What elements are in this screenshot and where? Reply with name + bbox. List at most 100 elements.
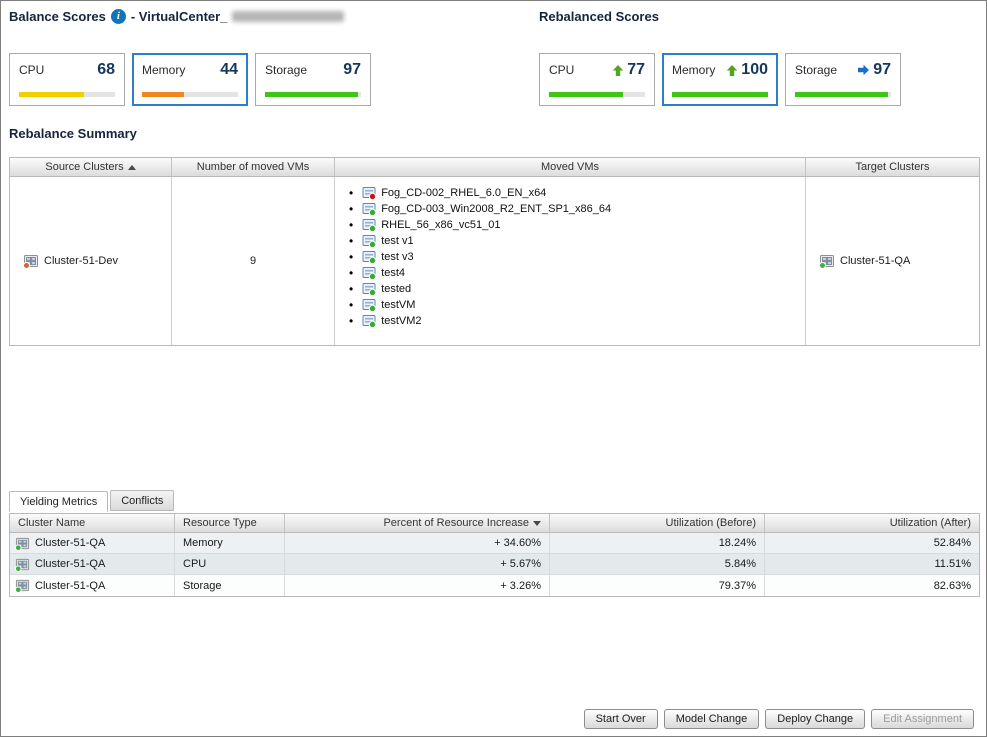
- card-value: 97: [343, 61, 361, 78]
- cluster-icon: [15, 558, 30, 572]
- score-bar-fill: [795, 92, 889, 97]
- score-bar-fill: [265, 92, 359, 97]
- card-value: 97: [873, 61, 891, 78]
- balance-card-memory[interactable]: Memory 44: [132, 53, 248, 106]
- vm-list-item: test4: [349, 265, 801, 281]
- tab-yielding-metrics[interactable]: Yielding Metrics: [9, 491, 109, 512]
- card-label: Memory: [672, 63, 716, 77]
- cluster-name: Cluster-51-QA: [35, 579, 106, 592]
- rebalanced-card-cpu[interactable]: CPU 77: [539, 53, 655, 106]
- score-bar-fill: [549, 92, 623, 97]
- source-cluster-cell: Cluster-51-Dev: [10, 177, 172, 345]
- column-header-target-clusters[interactable]: Target Clusters: [806, 158, 979, 176]
- balance-card-storage[interactable]: Storage 97: [255, 53, 371, 106]
- model-change-button[interactable]: Model Change: [663, 709, 760, 729]
- vm-icon: [362, 315, 377, 328]
- cluster-icon: [819, 255, 834, 269]
- column-header-moved-vms[interactable]: Moved VMs: [335, 158, 806, 176]
- card-label: CPU: [549, 63, 575, 77]
- summary-row[interactable]: Cluster-51-Dev 9 Fog_CD-002_RHEL_6.0_EN_…: [10, 177, 979, 345]
- utilization-after-value: 52.84%: [933, 537, 971, 549]
- start-over-button[interactable]: Start Over: [583, 709, 658, 729]
- rebalanced-card-memory[interactable]: Memory 100: [662, 53, 778, 106]
- cluster-name: Cluster-51-QA: [35, 537, 106, 549]
- vm-icon: [362, 203, 377, 216]
- vm-name: testVM: [381, 299, 416, 311]
- card-value: 100: [741, 61, 768, 78]
- column-header-cluster-name[interactable]: Cluster Name: [10, 514, 175, 532]
- tab-conflicts[interactable]: Conflicts: [110, 490, 175, 511]
- cluster-name-cell: Cluster-51-QA: [10, 575, 175, 596]
- redacted-vcenter-name: [232, 11, 345, 22]
- cluster-name-cell: Cluster-51-QA: [10, 554, 175, 574]
- vm-list-item: testVM: [349, 297, 801, 313]
- vm-icon: [362, 219, 377, 232]
- vm-name: tested: [381, 283, 412, 295]
- column-header-label: Resource Type: [183, 517, 257, 529]
- balance-card-cpu[interactable]: CPU 68: [9, 53, 125, 106]
- header-left: Balance Scores i - VirtualCenter_: [9, 9, 345, 24]
- moved-vm-count-cell: 9: [172, 177, 335, 345]
- resource-type: CPU: [175, 554, 285, 574]
- column-header-source-clusters[interactable]: Source Clusters: [10, 158, 172, 176]
- card-label: CPU: [19, 63, 45, 77]
- score-bar-fill: [19, 92, 85, 97]
- vm-name: Fog_CD-003_Win2008_R2_ENT_SP1_x86_64: [381, 203, 612, 215]
- vm-icon: [362, 267, 377, 280]
- vm-icon: [362, 283, 377, 296]
- score-bar: [19, 92, 115, 97]
- deploy-change-button[interactable]: Deploy Change: [765, 709, 866, 729]
- rebalance-summary-title: Rebalance Summary: [9, 126, 137, 141]
- rebalanced-card-storage[interactable]: Storage 97: [785, 53, 901, 106]
- cluster-name: Cluster-51-QA: [35, 558, 106, 570]
- table-row[interactable]: Cluster-51-QA Memory + 34.60% 18.24% 52.…: [10, 533, 979, 554]
- trend-right-icon: [858, 64, 870, 76]
- vcenter-label: - VirtualCenter_: [130, 9, 228, 24]
- score-bar: [142, 92, 238, 97]
- column-header-moved-count[interactable]: Number of moved VMs: [172, 158, 335, 176]
- utilization-before-value: 5.84%: [550, 554, 765, 574]
- card-value: 44: [220, 61, 238, 78]
- vm-list-item: Fog_CD-002_RHEL_6.0_EN_x64: [349, 185, 801, 201]
- column-header-label: Utilization (Before): [665, 517, 756, 529]
- moved-vm-list: Fog_CD-002_RHEL_6.0_EN_x64 Fog_CD-003_Wi…: [349, 185, 801, 329]
- utilization-after-value: 82.63%: [933, 579, 971, 592]
- cluster-name-cell: Cluster-51-QA: [10, 533, 175, 553]
- vm-list-item: testVM2: [349, 313, 801, 329]
- vm-icon: [362, 187, 377, 200]
- score-bar-fill: [142, 92, 185, 97]
- column-header-resource-type[interactable]: Resource Type: [175, 514, 285, 532]
- table-row[interactable]: Cluster-51-QA Storage + 3.26% 79.37% 82.…: [10, 575, 979, 596]
- table-row[interactable]: Cluster-51-QA CPU + 5.67% 5.84% 11.51%: [10, 554, 979, 575]
- score-bar: [549, 92, 645, 97]
- trend-up-icon: [727, 64, 738, 76]
- target-cluster-cell: Cluster-51-QA: [806, 177, 979, 345]
- column-header-label: Percent of Resource Increase: [383, 517, 529, 529]
- vm-icon: [362, 299, 377, 312]
- metrics-header-row: Cluster Name Resource Type Percent of Re…: [10, 514, 979, 533]
- moved-vms-cell: Fog_CD-002_RHEL_6.0_EN_x64 Fog_CD-003_Wi…: [335, 177, 806, 345]
- column-header-utilization-before[interactable]: Utilization (Before): [550, 514, 765, 532]
- column-header-label: Number of moved VMs: [196, 161, 310, 173]
- vm-name: test v1: [381, 235, 414, 247]
- footer-buttons: Start Over Model Change Deploy Change Ed…: [583, 709, 974, 729]
- cluster-icon: [15, 579, 30, 593]
- edit-assignment-button[interactable]: Edit Assignment: [871, 709, 974, 729]
- vm-name: RHEL_56_x86_vc51_01: [381, 219, 501, 231]
- score-bar: [265, 92, 361, 97]
- balance-score-cards: CPU 68 Memory 44 Storage 97: [9, 53, 371, 106]
- rebalance-summary-table: Source Clusters Number of moved VMs Move…: [9, 157, 980, 346]
- vm-name: testVM2: [381, 315, 422, 327]
- balance-scores-title: Balance Scores: [9, 9, 106, 24]
- increase-value: + 3.26%: [285, 575, 550, 596]
- score-bar: [795, 92, 891, 97]
- resource-type: Storage: [175, 575, 285, 596]
- vm-list-item: test v1: [349, 233, 801, 249]
- rebalanced-scores-title: Rebalanced Scores: [539, 9, 659, 24]
- utilization-after-value: 11.51%: [934, 558, 972, 570]
- column-header-percent-increase[interactable]: Percent of Resource Increase: [285, 514, 550, 532]
- trend-up-icon: [613, 64, 624, 76]
- column-header-utilization-after[interactable]: Utilization (After): [765, 514, 979, 532]
- card-value: 77: [627, 61, 645, 78]
- info-icon[interactable]: i: [110, 9, 126, 24]
